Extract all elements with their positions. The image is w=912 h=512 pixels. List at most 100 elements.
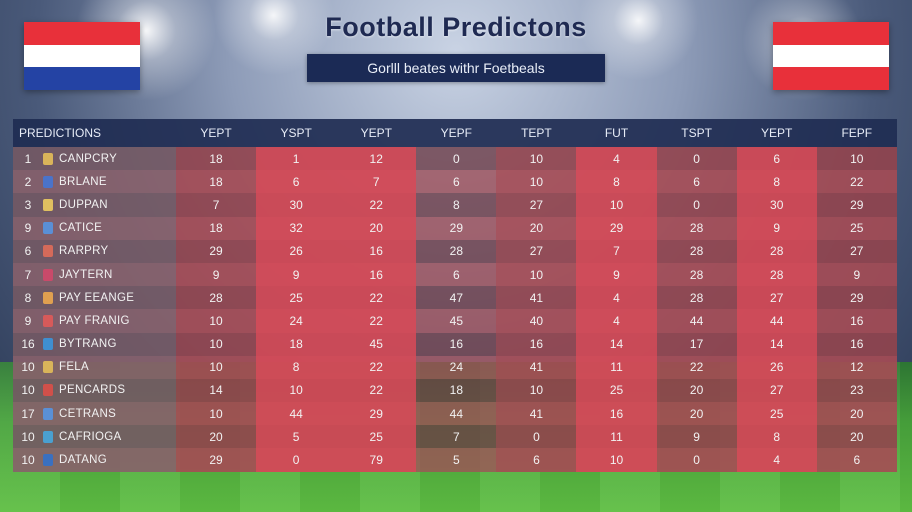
table-row: 1 CANPCRY 18 1 12 0 10 4 0 6 10 [13,147,897,171]
row-value: 10 [576,448,657,472]
table-row: 10 CAFRIOGA 20 5 25 7 0 11 9 8 20 [13,425,897,449]
team-crest-icon [43,407,53,420]
row-value: 28 [736,262,817,287]
row-value: 5 [256,425,337,449]
header-col-9: FEPF [841,126,873,140]
row-value: 8 [736,425,817,449]
row-value: 22 [656,355,737,379]
row-team: JAYTERN [43,263,176,286]
row-value: 30 [256,193,337,217]
team-crest-icon [43,430,53,443]
row-value: 79 [336,448,417,472]
row-value: 0 [496,425,577,449]
row-value: 9 [656,425,737,449]
team-name: PENCARDS [59,384,126,397]
header-col-3: YEPT [360,126,392,140]
row-value: 29 [176,448,257,472]
row-rank: 9 [24,221,32,236]
row-value: 9 [256,262,337,287]
row-team-cell: 16 BYTRANG [13,332,176,356]
team-name: DATANG [59,454,108,467]
row-value: 29 [176,239,257,263]
header-col-5: TEPT [521,126,552,140]
row-value: 0 [452,151,460,166]
row-value: 20 [816,402,897,426]
row-value: 25 [256,286,337,310]
row-value: 16 [816,332,897,356]
row-rank: 3 [24,197,32,212]
row-value: 16 [336,262,417,287]
row-team: DATANG [43,448,176,471]
row-rank: 17 [21,406,35,421]
team-name: CETRANS [59,407,117,420]
row-value: 0 [656,147,737,171]
team-crest-icon [43,268,53,281]
row-value: 18 [176,170,257,194]
row-team-cell: 1 CANPCRY [13,147,176,171]
row-value: 9 [576,262,657,287]
row-value: 22 [336,193,417,217]
row-value: 26 [736,355,817,379]
row-value: 17 [656,332,737,356]
row-rank: 6 [24,244,32,259]
row-value: 16 [576,402,657,426]
header-col-2: YSPT [280,126,312,140]
row-value: 10 [176,402,257,426]
row-value: 32 [256,216,337,240]
row-value: 20 [816,425,897,449]
row-value: 24 [256,309,337,333]
predictions-table: PREDICTIONS YEPT YSPT YEPT YEPF TEPT FUT TSPT YE… [13,119,897,472]
row-value: 14 [736,332,817,356]
row-rank: 7 [24,267,32,282]
row-team: FELA [43,356,176,379]
row-value: 20 [656,378,737,403]
row-value: 29 [576,216,657,240]
row-value: 41 [496,402,577,426]
team-crest-icon [43,314,53,327]
table-row: 10 PENCARDS 14 10 22 18 10 25 20 27 23 [13,378,897,403]
row-team-cell: 8 PAY EEANGE [13,286,176,310]
team-crest-icon [43,291,53,304]
row-value: 10 [496,170,577,194]
team-name: FELA [59,361,89,374]
row-team-cell: 10 FELA [13,355,176,379]
row-value: 28 [656,239,737,263]
row-team-cell: 17 CETRANS [13,402,176,426]
row-value: 20 [656,402,737,426]
row-value: 44 [256,402,337,426]
team-name: JAYTERN [59,268,113,281]
row-rank: 10 [21,383,35,398]
row-value: 6 [496,448,577,472]
row-team: CETRANS [43,402,176,425]
row-rank: 10 [21,360,35,375]
row-value: 7 [336,170,417,194]
subtitle-banner: Gorlll beates withr Foetbeals [307,54,605,82]
flag-right-stripe-1 [773,22,889,45]
team-name: CATICE [59,222,103,235]
row-value: 10 [176,355,257,379]
row-team-cell: 10 DATANG [13,448,176,472]
row-value: 6 [736,147,817,171]
row-value: 22 [336,355,417,379]
row-value: 28 [656,262,737,287]
table-row: 10 FELA 10 8 22 24 41 11 22 26 12 [13,355,897,379]
team-name: BRLANE [59,175,107,188]
team-crest-icon [43,245,53,258]
row-value: 18 [176,147,257,171]
row-team: RARPRY [43,240,176,263]
row-value: 8 [736,170,817,194]
row-value: 22 [336,378,417,403]
row-value: 45 [336,332,417,356]
flag-right [773,22,889,90]
row-value: 7 [176,193,257,217]
row-team-cell: 10 PENCARDS [13,378,176,403]
subtitle-text: Gorlll beates withr Foetbeals [367,60,545,76]
row-value: 10 [816,147,897,171]
table-row: 17 CETRANS 10 44 29 44 41 16 20 25 20 [13,402,897,426]
row-value: 7 [576,239,657,263]
team-name: CANPCRY [59,152,118,165]
row-value: 12 [336,147,417,171]
table-row: 9 CATICE 18 32 20 29 20 29 28 9 25 [13,216,897,240]
row-team-cell: 2 BRLANE [13,170,176,194]
row-value: 6 [256,170,337,194]
